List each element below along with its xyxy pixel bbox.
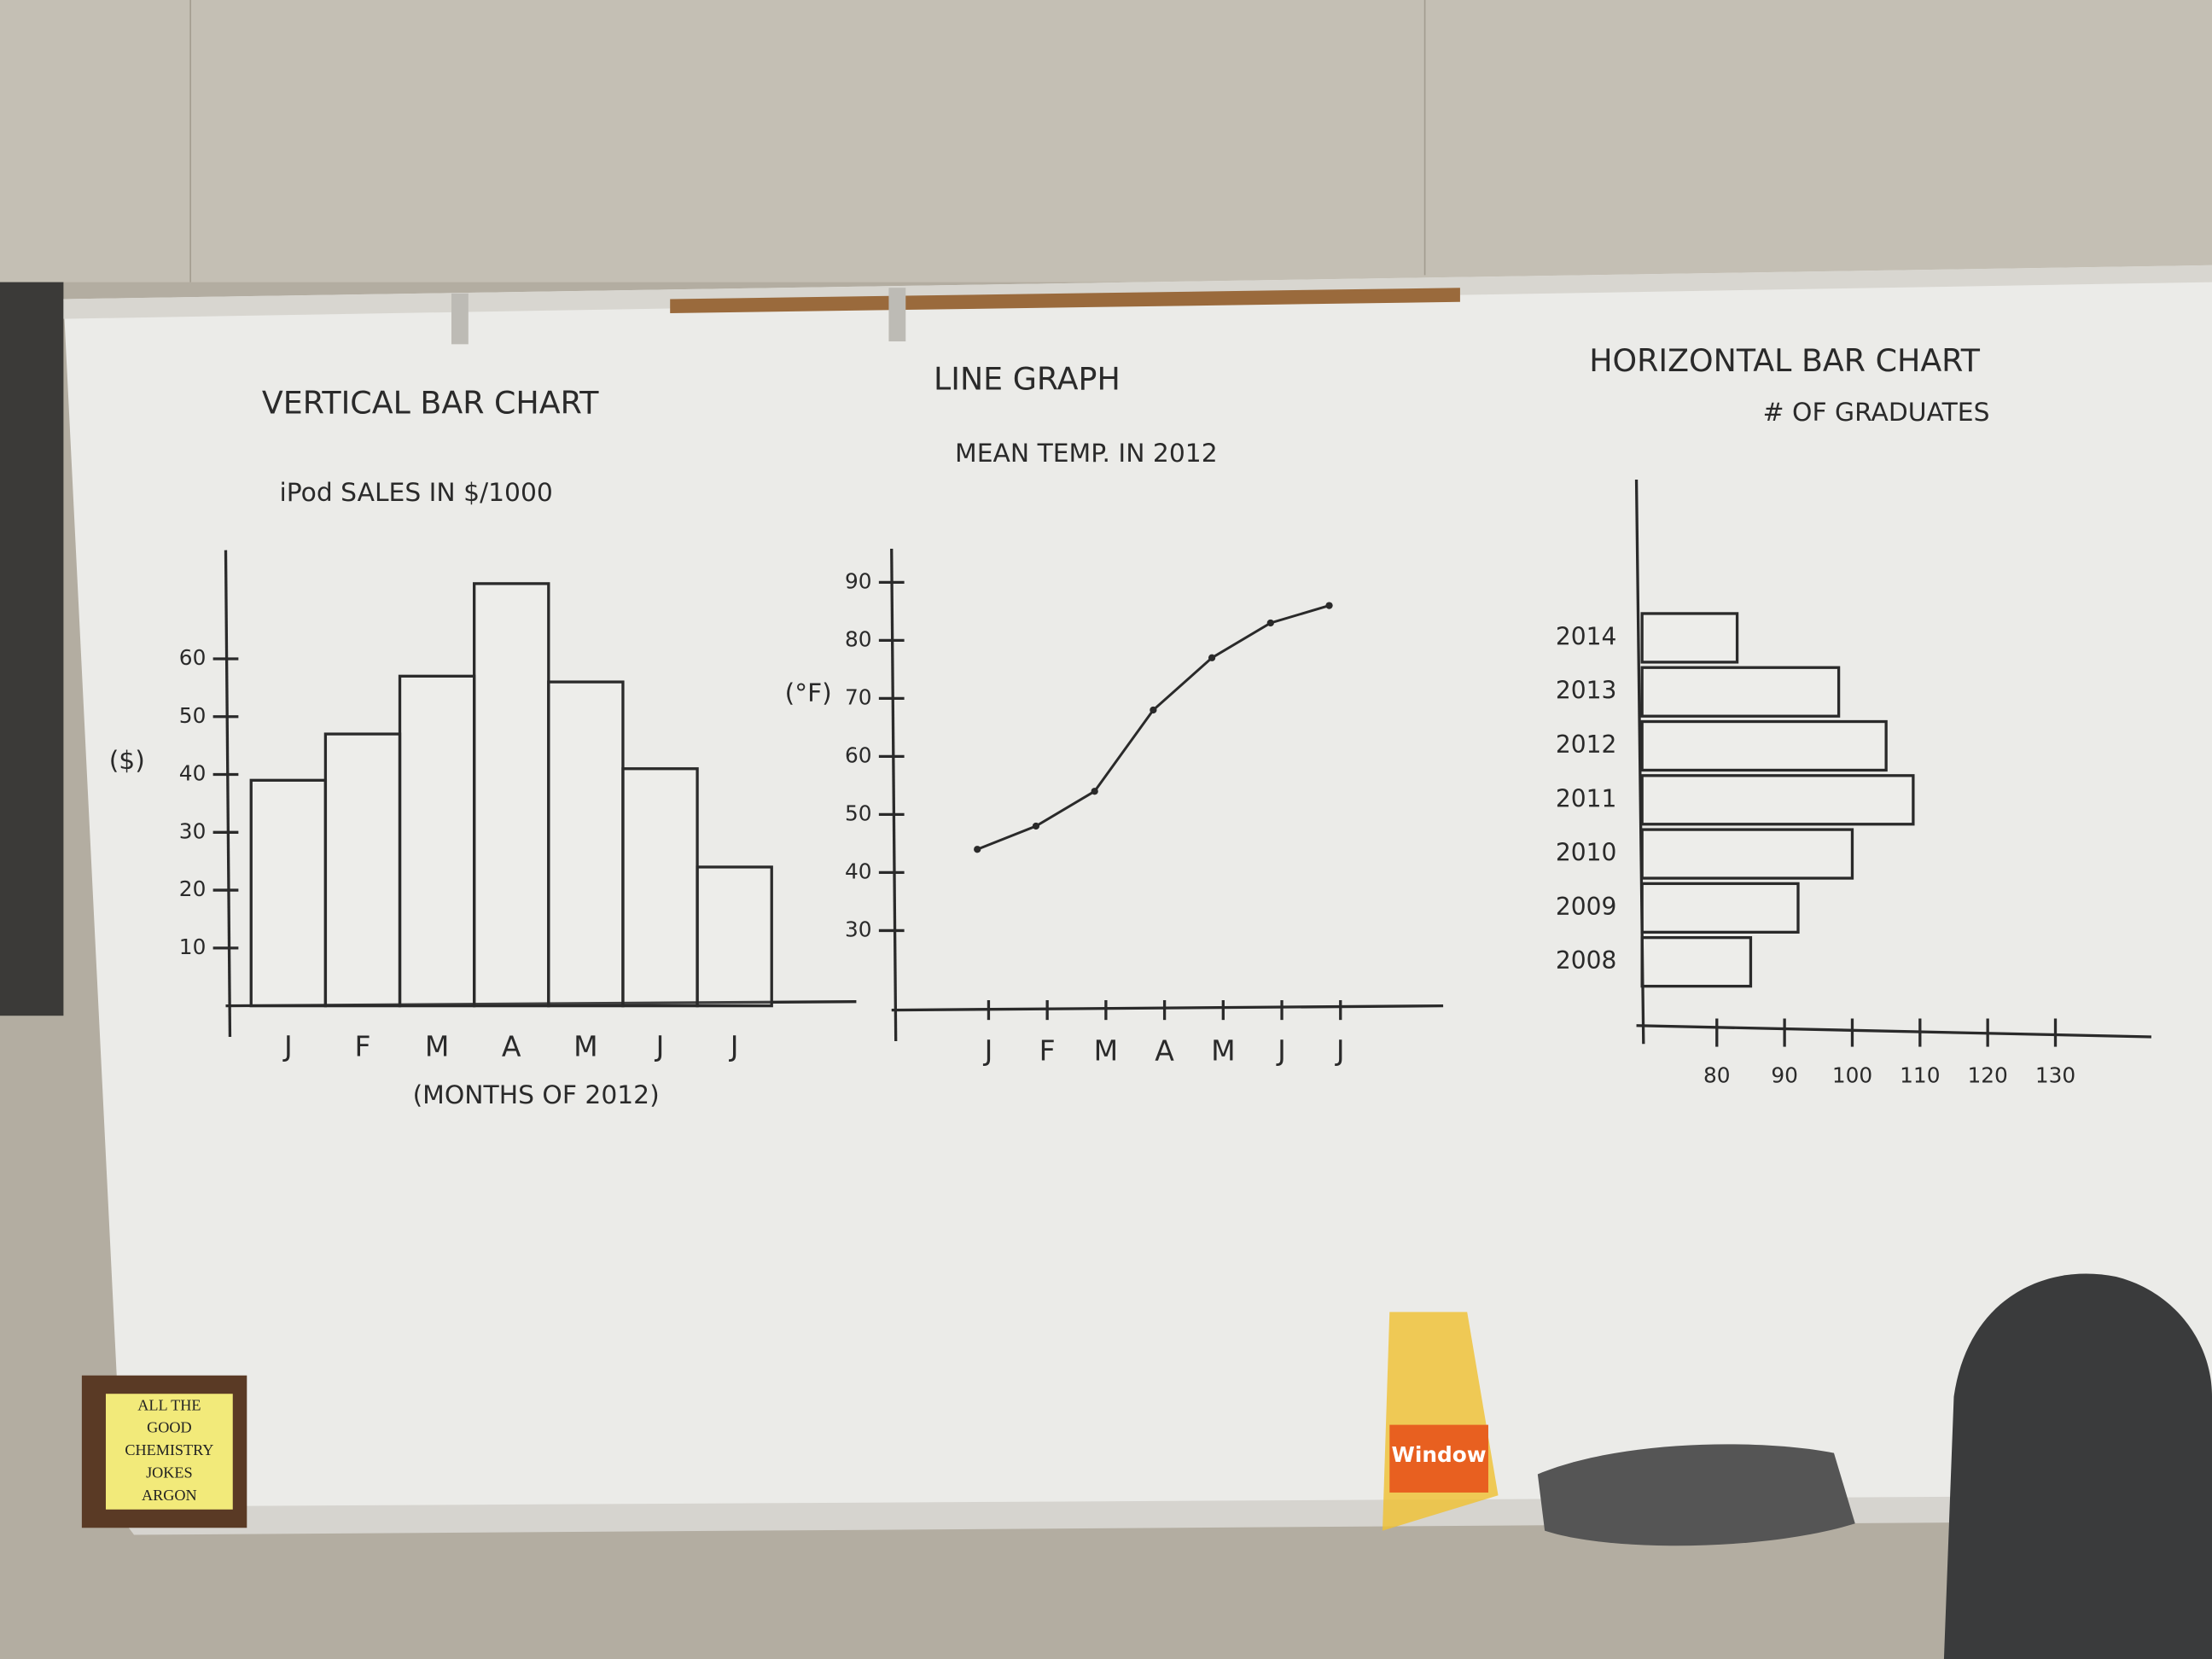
y-tick-label: 90 xyxy=(845,568,872,593)
point xyxy=(1032,822,1040,830)
bar xyxy=(1640,612,1739,664)
x-axis xyxy=(1636,1024,2151,1039)
x-tick-label: F xyxy=(354,1030,370,1063)
x-tick-label: 120 xyxy=(1968,1062,2008,1087)
y-tick-label: 50 xyxy=(845,800,872,825)
bar xyxy=(1640,719,1888,772)
bar xyxy=(547,680,625,1008)
point xyxy=(1266,619,1274,627)
y-tick-label: 60 xyxy=(179,645,207,670)
whiteboard xyxy=(63,265,2212,1527)
bottle-label: Window xyxy=(1392,1442,1487,1467)
x-tick-label: J xyxy=(729,1030,739,1063)
y-axis xyxy=(890,549,898,1041)
cork-strip xyxy=(670,288,1460,313)
bar xyxy=(323,732,402,1008)
y-axis-label: (°F) xyxy=(785,678,832,708)
y-tick-label: 2012 xyxy=(1556,731,1617,759)
y-tick-label: 30 xyxy=(845,917,872,941)
bar xyxy=(1640,882,1800,934)
x-tick-label: 90 xyxy=(1771,1062,1798,1087)
y-tick-label: 2011 xyxy=(1556,784,1617,812)
bar xyxy=(696,865,773,1008)
sign-line: CHEMISTRY xyxy=(125,1441,213,1458)
chart-subtitle: MEAN TEMP. IN 2012 xyxy=(955,439,1218,469)
y-tick-label: 70 xyxy=(845,684,872,709)
chart-title: LINE GRAPH xyxy=(934,360,1121,397)
y-tick-label: 10 xyxy=(179,934,207,959)
x-tick-label: J xyxy=(655,1030,665,1063)
door-frame xyxy=(0,282,64,1016)
y-axis-label: ($) xyxy=(109,746,145,776)
chair xyxy=(1943,1273,2212,1659)
bar xyxy=(249,778,328,1008)
point xyxy=(974,846,981,853)
point xyxy=(1150,706,1157,714)
chart-title: HORIZONTAL BAR CHART xyxy=(1589,342,1981,379)
y-tick-label: 80 xyxy=(845,626,872,651)
bar xyxy=(1640,936,1753,988)
x-tick-label: J xyxy=(282,1030,293,1063)
sign-line: ALL THE xyxy=(137,1396,201,1413)
sign-line: ARGON xyxy=(142,1487,197,1504)
x-tick-label: 110 xyxy=(1900,1062,1940,1087)
cloth xyxy=(1537,1444,1855,1546)
y-tick-label: 2009 xyxy=(1556,893,1617,921)
y-tick-label: 2010 xyxy=(1556,839,1617,867)
x-tick-label: A xyxy=(1155,1034,1174,1068)
bar xyxy=(621,767,699,1008)
clip xyxy=(451,293,469,345)
bar xyxy=(1640,666,1841,718)
x-tick-label: M xyxy=(1211,1034,1236,1068)
y-tick-label: 60 xyxy=(845,742,872,767)
wall-upper xyxy=(0,0,2212,282)
x-tick-label: M xyxy=(1094,1034,1119,1068)
y-tick-label: 50 xyxy=(179,703,207,728)
x-tick-label: 130 xyxy=(2035,1062,2075,1087)
x-axis-label: (MONTHS OF 2012) xyxy=(413,1080,660,1110)
x-tick-label: 80 xyxy=(1703,1062,1731,1087)
x-tick-label: A xyxy=(502,1030,521,1063)
x-axis xyxy=(891,1004,1444,1012)
chart: HORIZONTAL BAR CHART # OF GRADUATES 80 90 10… xyxy=(1556,342,2151,1087)
y-tick-label: 40 xyxy=(845,859,872,883)
chart-subtitle: iPod SALES IN $/1000 xyxy=(279,478,552,508)
bar xyxy=(398,674,476,1008)
x-tick-label: 100 xyxy=(1832,1062,1872,1087)
y-tick-label: 2008 xyxy=(1556,946,1617,975)
bar xyxy=(1640,774,1915,826)
y-axis xyxy=(224,550,232,1038)
sign-card xyxy=(105,1394,233,1510)
point xyxy=(1325,602,1333,609)
chart-title: VERTICAL BAR CHART xyxy=(262,384,599,421)
sign-text: ALL THE GOOD CHEMISTRY JOKES ARGON xyxy=(125,1396,213,1504)
bar xyxy=(473,582,550,1008)
y-tick-label: 40 xyxy=(179,761,207,786)
y-tick-label: 2014 xyxy=(1556,622,1617,650)
chart: VERTICAL BAR CHART iPod SALES IN $/1000 ($… xyxy=(109,384,857,1110)
chart-subtitle: # OF GRADUATES xyxy=(1763,398,1990,428)
y-tick-label: 20 xyxy=(179,876,207,901)
x-tick-label: M xyxy=(573,1030,598,1063)
charts: VERTICAL BAR CHART iPod SALES IN $/1000 ($… xyxy=(109,342,2151,1110)
bar xyxy=(1640,828,1854,880)
x-tick-label: F xyxy=(1039,1034,1056,1068)
x-tick-label: J xyxy=(1335,1034,1345,1068)
sign-line: GOOD xyxy=(147,1419,192,1436)
x-tick-label: J xyxy=(983,1034,993,1068)
point xyxy=(1091,788,1098,795)
chart: LINE GRAPH MEAN TEMP. IN 2012 (°F) 30 40 50 60… xyxy=(785,360,1444,1068)
clip xyxy=(888,288,906,342)
sign-line: JOKES xyxy=(146,1464,193,1481)
bottle-label-bg xyxy=(1389,1424,1488,1493)
map-rail xyxy=(63,265,2212,319)
point xyxy=(1208,654,1216,661)
x-tick-label: M xyxy=(425,1030,450,1063)
y-tick-label: 2013 xyxy=(1556,677,1617,705)
x-tick-label: J xyxy=(1276,1034,1286,1068)
y-tick-label: 30 xyxy=(179,818,207,843)
